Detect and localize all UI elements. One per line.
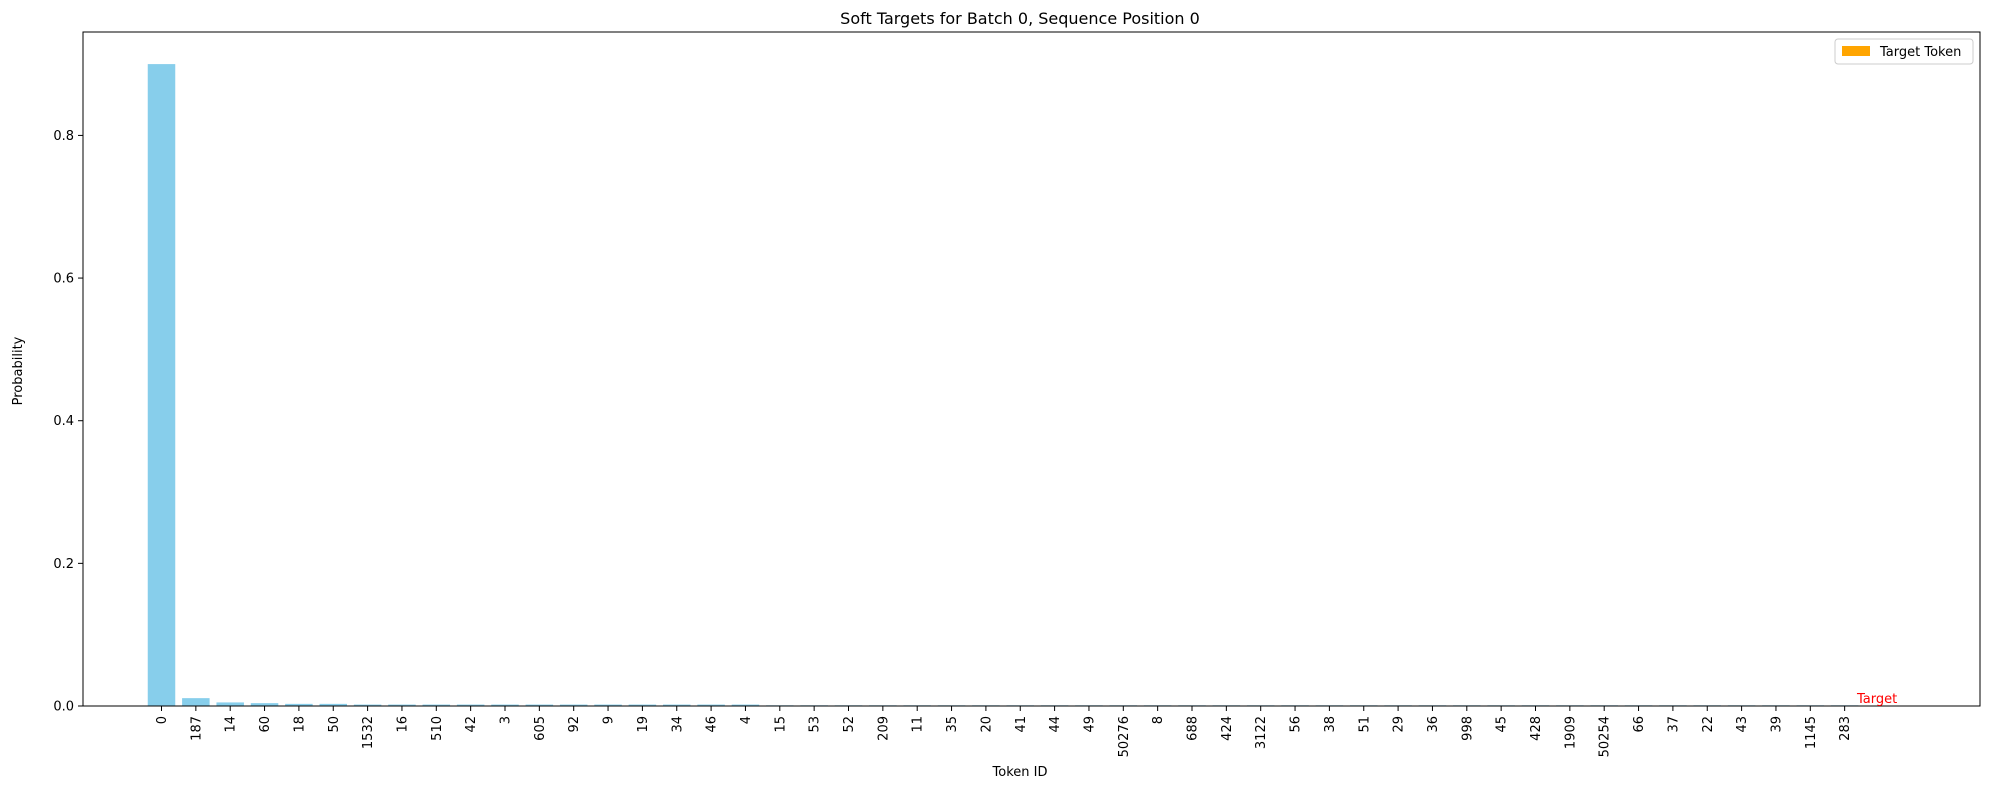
x-tick-label-92: 92 [567, 716, 582, 733]
x-tick-label-44: 44 [1048, 716, 1063, 733]
legend-box [1834, 38, 1974, 65]
bar-token-1532 [353, 704, 382, 706]
chart-title: Soft Targets for Batch 0, Sequence Posit… [840, 9, 1200, 28]
legend-label-target-token: Target Token [1879, 45, 1961, 60]
x-tick-label-45: 45 [1495, 716, 1510, 733]
bar-token-16 [388, 704, 416, 706]
bar-token-14 [216, 702, 244, 706]
bar-token-605 [525, 704, 554, 706]
y-tick-label: 0.0 [53, 700, 74, 715]
x-tick-label-43: 43 [1735, 716, 1750, 733]
x-tick-label-36: 36 [1426, 716, 1441, 733]
x-tick-label-49: 49 [1082, 716, 1097, 733]
x-tick-label-38: 38 [1323, 716, 1338, 733]
legend: Target Token [1834, 38, 1974, 65]
x-tick-label-187: 187 [189, 716, 204, 741]
bar-token-187 [182, 698, 210, 706]
x-tick-label-3: 3 [499, 716, 514, 724]
target-annotation: Target [1856, 692, 1897, 707]
x-tick-label-34: 34 [670, 716, 685, 733]
x-tick-label-16: 16 [395, 716, 410, 733]
bar-token-46 [697, 704, 725, 706]
x-tick-label-15: 15 [773, 716, 788, 733]
x-tick-label-52: 52 [842, 716, 857, 733]
y-tick-label: 0.4 [53, 414, 74, 429]
x-tick-label-37: 37 [1666, 716, 1681, 733]
x-tick-label-20: 20 [979, 716, 994, 733]
bar-token-34 [663, 704, 691, 706]
y-tick-label: 0.6 [53, 272, 74, 287]
x-tick-label-22: 22 [1701, 716, 1716, 733]
x-tick-label-428: 428 [1529, 716, 1544, 741]
x-tick-label-1532: 1532 [361, 716, 376, 749]
x-tick-label-35: 35 [945, 716, 960, 733]
bar-token-60 [250, 703, 279, 706]
x-tick-label-50: 50 [327, 716, 342, 733]
x-tick-label-51: 51 [1357, 716, 1372, 733]
x-tick-label-41: 41 [1014, 716, 1029, 733]
bar-token-4 [731, 704, 760, 706]
x-tick-label-53: 53 [808, 716, 823, 733]
bar-token-19 [628, 704, 657, 706]
bar-token-9 [594, 704, 622, 706]
x-tick-label-0: 0 [155, 716, 170, 724]
x-tick-label-66: 66 [1632, 716, 1647, 733]
bar-token-18 [285, 703, 313, 706]
x-tick-label-688: 688 [1186, 716, 1201, 741]
x-tick-label-605: 605 [533, 716, 548, 741]
x-tick-label-39: 39 [1769, 716, 1784, 733]
x-tick-label-8: 8 [1151, 716, 1166, 724]
y-axis: 0.0 0.2 0.4 0.6 0.8 [53, 129, 83, 715]
x-tick-label-424: 424 [1220, 716, 1235, 741]
x-tick-label-283: 283 [1838, 716, 1853, 741]
x-tick-label-998: 998 [1460, 716, 1475, 741]
x-tick-label-18: 18 [292, 716, 307, 733]
x-tick-label-1909: 1909 [1563, 716, 1578, 749]
bar-token-50 [319, 703, 347, 706]
bar-token-42 [456, 704, 485, 706]
bar-token-3 [491, 704, 519, 706]
y-tick-label: 0.2 [53, 557, 74, 572]
x-tick-label-209: 209 [876, 716, 891, 741]
x-tick-label-9: 9 [602, 716, 617, 724]
x-tick-label-29: 29 [1392, 716, 1407, 733]
y-tick-label: 0.8 [53, 129, 74, 144]
x-tick-label-4: 4 [739, 716, 754, 724]
bars-group [147, 64, 1859, 707]
x-tick-label-14: 14 [224, 716, 239, 733]
x-axis: 0 187 14 60 18 50 1532 16 510 42 3 605 92 9 19 34 46 4 15 5… [155, 706, 1853, 757]
bar-token-92 [559, 704, 588, 706]
x-tick-label-46: 46 [705, 716, 720, 733]
plot-frame [82, 31, 1981, 707]
x-axis-title: Token ID [992, 765, 1048, 780]
bar-token-0 [147, 64, 176, 707]
x-tick-label-60: 60 [258, 716, 273, 733]
x-tick-label-50254: 50254 [1598, 716, 1613, 757]
y-axis-title: Probability [11, 336, 26, 405]
x-tick-label-56: 56 [1289, 716, 1304, 733]
x-tick-label-11: 11 [911, 716, 926, 733]
legend-swatch-target-token [1842, 46, 1870, 56]
x-tick-label-1145: 1145 [1804, 716, 1819, 749]
x-tick-label-3122: 3122 [1254, 716, 1269, 749]
x-tick-label-19: 19 [636, 716, 651, 733]
bar-token-510 [422, 704, 451, 706]
x-tick-label-50276: 50276 [1117, 716, 1132, 757]
x-tick-label-42: 42 [464, 716, 479, 733]
x-tick-label-510: 510 [430, 716, 445, 741]
